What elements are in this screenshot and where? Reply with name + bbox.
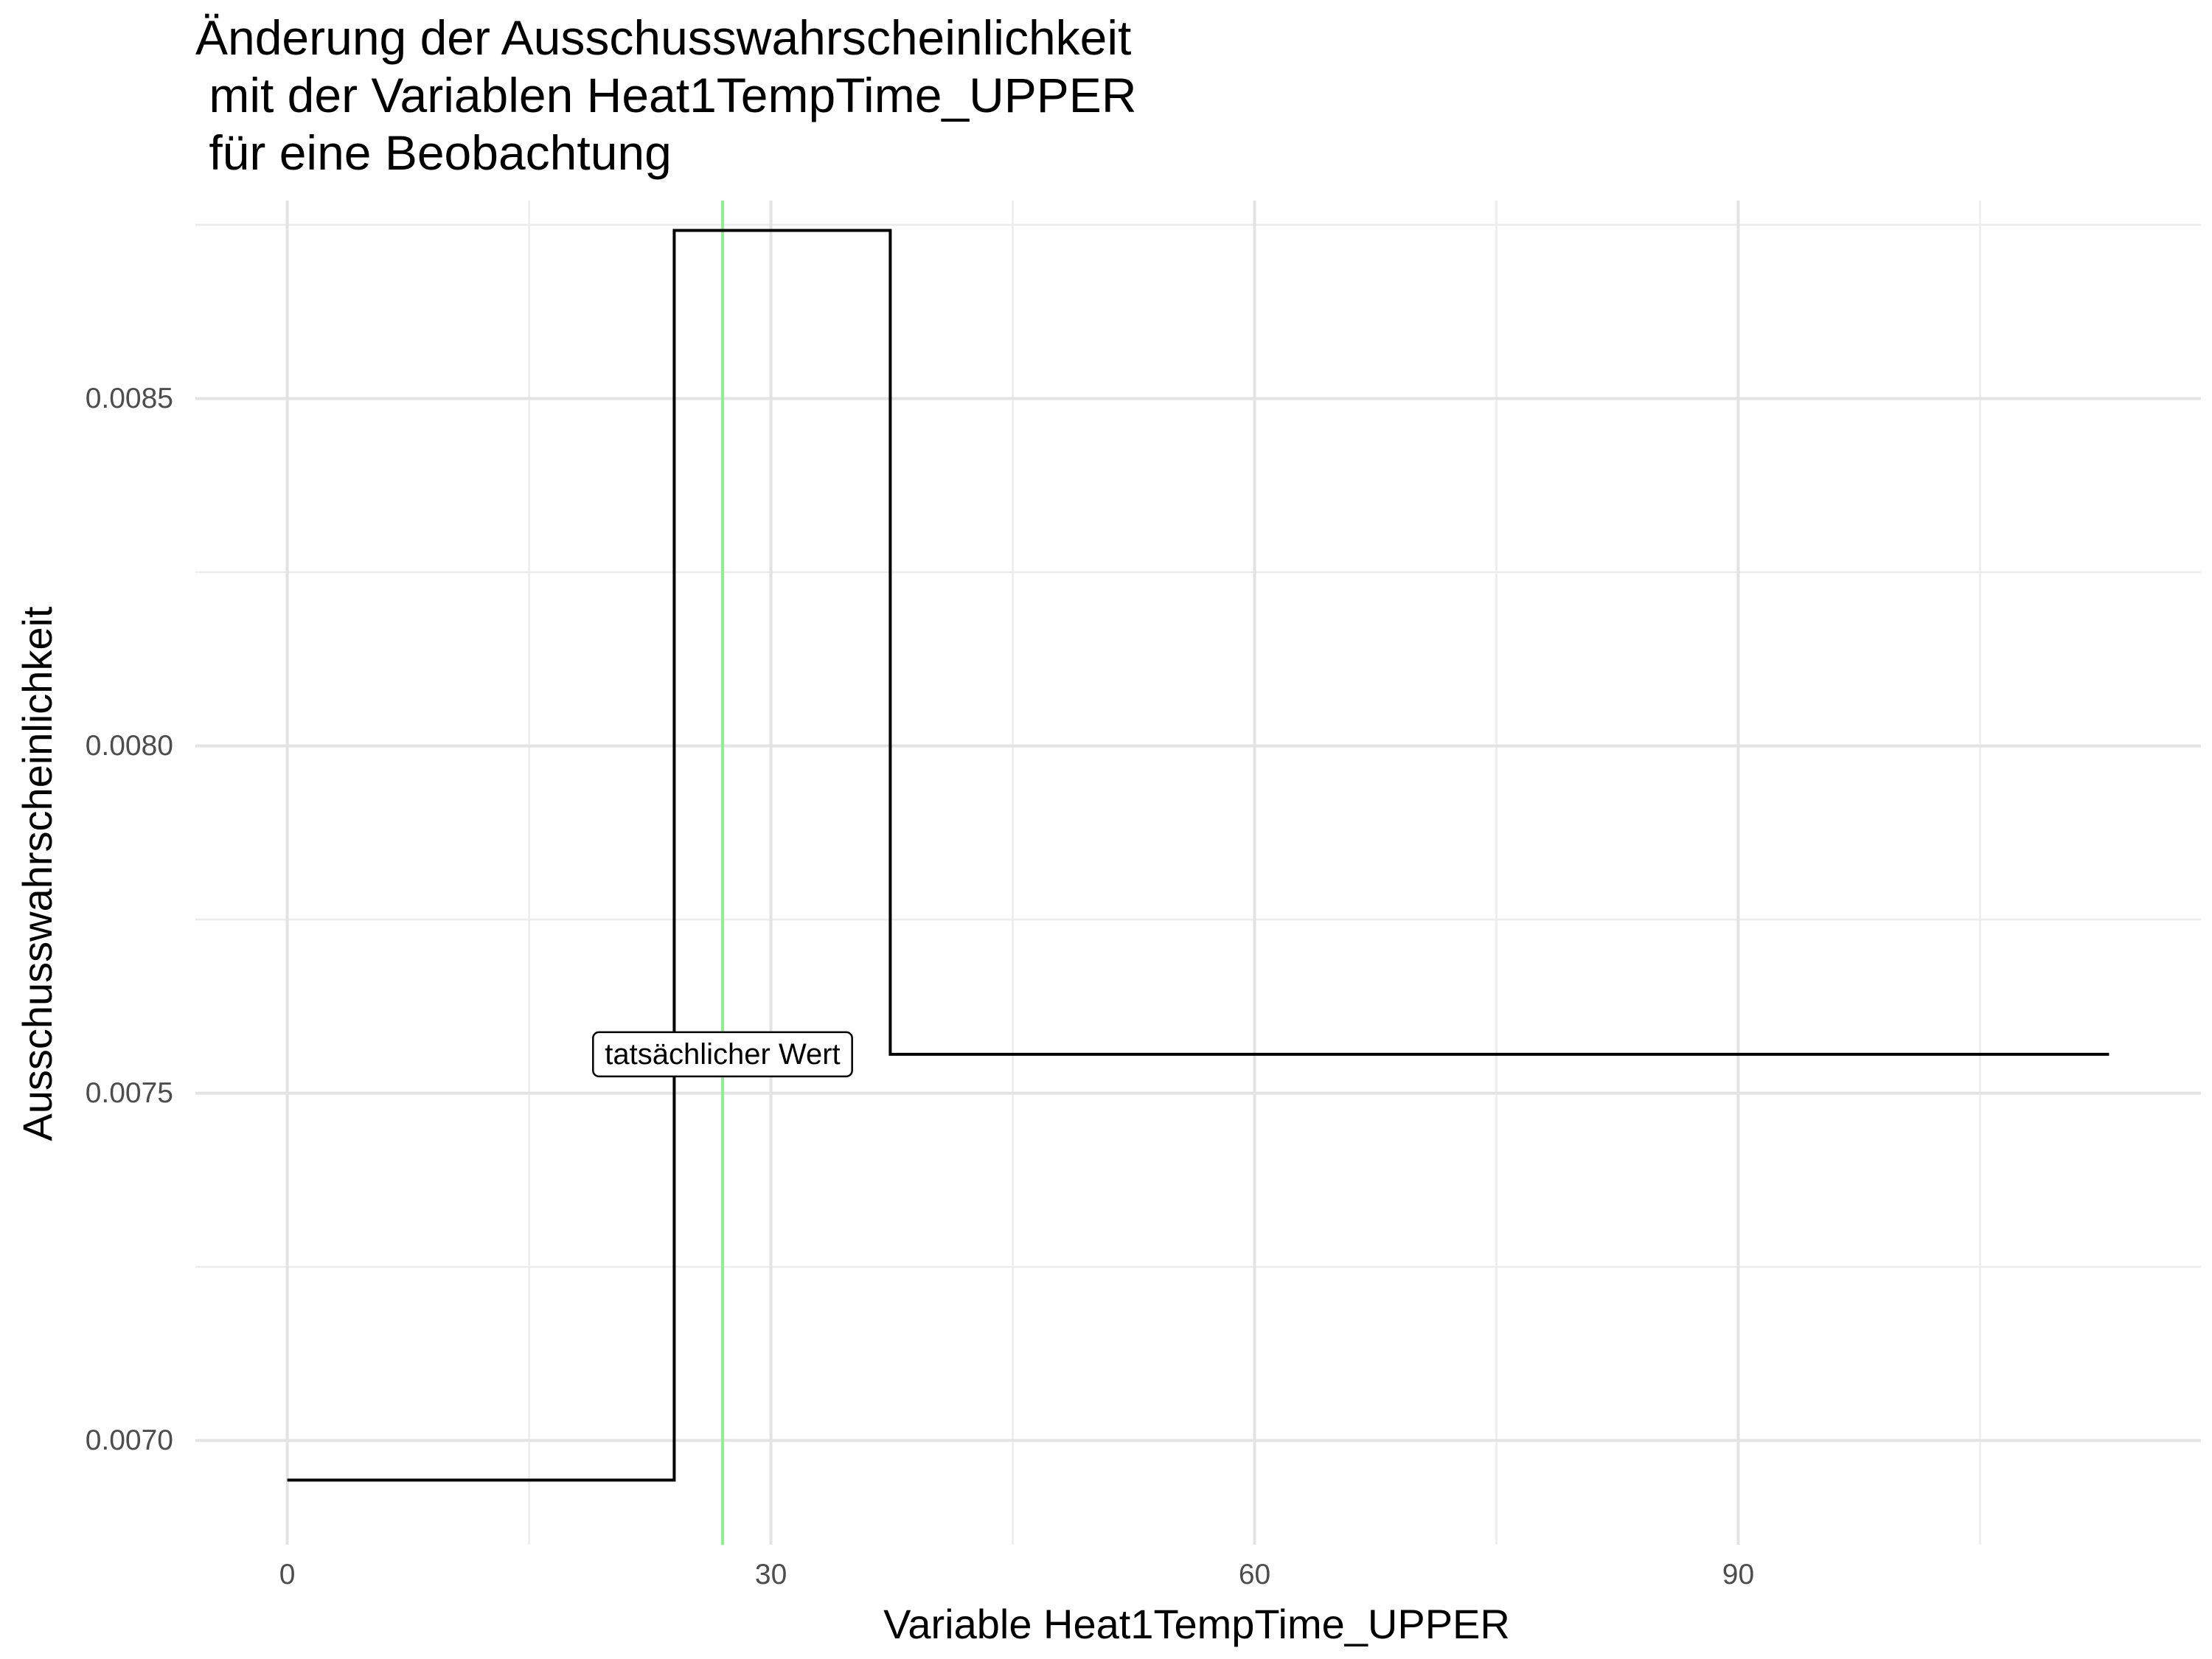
major-gridlines (195, 201, 2201, 1545)
y-tick-labels: 0.0070 0.0075 0.0080 0.0085 (86, 383, 173, 1456)
y-tick-label: 0.0075 (86, 1077, 173, 1109)
y-axis-title: Ausschusswahrscheinlichkeit (14, 606, 60, 1141)
y-tick-label: 0.0070 (86, 1425, 173, 1456)
x-tick-label: 0 (279, 1559, 296, 1590)
annotation-layer: tatsächlicher Wert (592, 1031, 853, 1078)
x-tick-labels: 0 30 60 90 (279, 1559, 1754, 1590)
x-axis-title: Variable Heat1TempTime_UPPER (883, 1601, 1510, 1647)
annotation-label-box (592, 1031, 853, 1078)
x-tick-label: 90 (1722, 1559, 1754, 1590)
minor-gridlines (195, 201, 2201, 1545)
x-tick-label: 30 (755, 1559, 787, 1590)
x-tick-label: 60 (1239, 1559, 1270, 1590)
chart-title-line-3: für eine Beobachtung (195, 125, 672, 180)
annotation-label: tatsächlicher Wert (605, 1038, 840, 1071)
chart-title-line-1: Änderung der Ausschusswahrscheinlichkeit (195, 10, 1131, 65)
step-series-layer (287, 229, 2110, 1482)
y-tick-label: 0.0080 (86, 730, 173, 762)
chart-title-line-2: mit der Variablen Heat1TempTime_UPPER (195, 68, 1137, 122)
chart-title: Änderung der Ausschusswahrscheinlichkeit… (195, 10, 1137, 180)
y-tick-label: 0.0085 (86, 383, 173, 414)
step-series-line (287, 229, 2110, 1482)
